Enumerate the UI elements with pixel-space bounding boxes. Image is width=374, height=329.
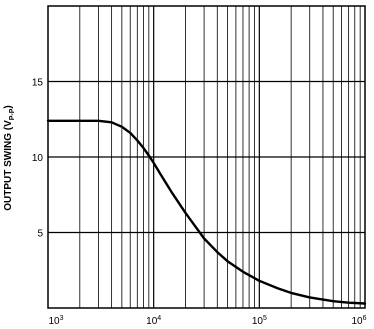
- y-tick-label: 15: [32, 78, 44, 89]
- grid-lines: [48, 6, 365, 308]
- output-swing-curve: [46, 119, 367, 305]
- y-axis-label-subscript: P-P: [9, 108, 16, 120]
- x-tick-label: 106: [351, 315, 366, 327]
- x-tick-labels: 103 104 105 106: [48, 315, 366, 327]
- y-tick-label: 10: [32, 153, 44, 164]
- y-axis-label: OUTPUT SWING (VP-P): [3, 105, 16, 211]
- y-axis-label-close: ): [3, 105, 14, 108]
- y-axis-label-main: OUTPUT SWING (V: [3, 120, 14, 211]
- y-tick-label: 5: [37, 229, 43, 240]
- x-tick-label: 105: [252, 315, 267, 327]
- x-tick-label: 104: [146, 315, 161, 327]
- y-tick-labels: 5 10 15: [32, 78, 44, 240]
- x-tick-label: 103: [48, 315, 63, 327]
- plot-frame: [47, 5, 366, 309]
